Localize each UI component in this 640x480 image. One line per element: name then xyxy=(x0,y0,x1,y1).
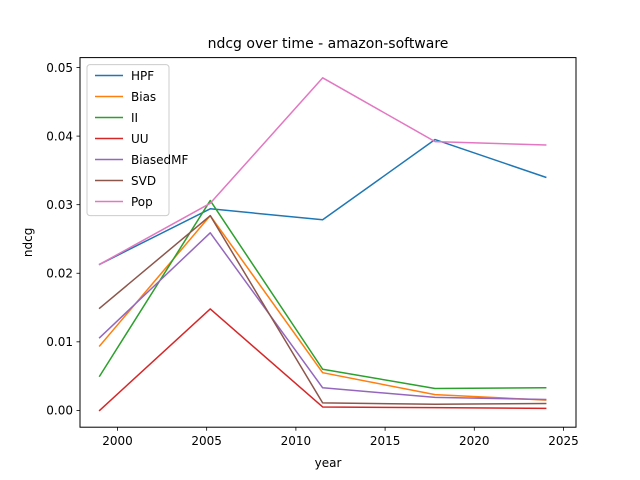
series-line-uu xyxy=(98,308,547,412)
y-tick-label: 0.03 xyxy=(46,198,73,212)
chart-title: ndcg over time - amazon-software xyxy=(208,36,449,52)
y-tick-label: 0.00 xyxy=(46,404,73,418)
legend-label-ii: II xyxy=(131,111,138,125)
x-tick-label: 2010 xyxy=(281,434,312,448)
series-line-svd xyxy=(98,214,547,405)
x-tick-label: 2015 xyxy=(370,434,401,448)
x-tick-label: 2020 xyxy=(459,434,490,448)
legend-label-biasedmf: BiasedMF xyxy=(131,153,189,167)
series-line-hpf xyxy=(98,138,547,266)
legend-label-uu: UU xyxy=(131,132,149,146)
plot-area-frame xyxy=(79,57,577,428)
legend-label-hpf: HPF xyxy=(131,69,154,83)
series-line-pop xyxy=(98,77,547,266)
series-line-biasedmf xyxy=(98,232,547,401)
series-layer xyxy=(98,77,547,412)
y-axis-label: ndcg xyxy=(21,228,35,257)
y-tick-label: 0.02 xyxy=(46,267,73,281)
y-tick-label: 0.01 xyxy=(46,335,73,349)
y-tick-label: 0.04 xyxy=(46,129,73,143)
x-axis-label: year xyxy=(315,456,342,470)
x-axis-ticks: 2000 2005 2010 2015 2020 2025 xyxy=(102,427,579,448)
series-line-ii xyxy=(98,199,547,390)
legend: HPF Bias II UU BiasedMF SVD Pop xyxy=(86,64,189,217)
y-tick-label: 0.05 xyxy=(46,61,73,75)
legend-label-pop: Pop xyxy=(131,195,153,209)
legend-box xyxy=(86,64,170,217)
legend-label-bias: Bias xyxy=(131,90,156,104)
x-tick-label: 2025 xyxy=(548,434,579,448)
x-tick-label: 2000 xyxy=(102,434,133,448)
x-tick-label: 2005 xyxy=(191,434,222,448)
legend-label-svd: SVD xyxy=(131,174,156,188)
y-axis-ticks: 0.00 0.01 0.02 0.03 0.04 0.05 xyxy=(46,61,80,418)
